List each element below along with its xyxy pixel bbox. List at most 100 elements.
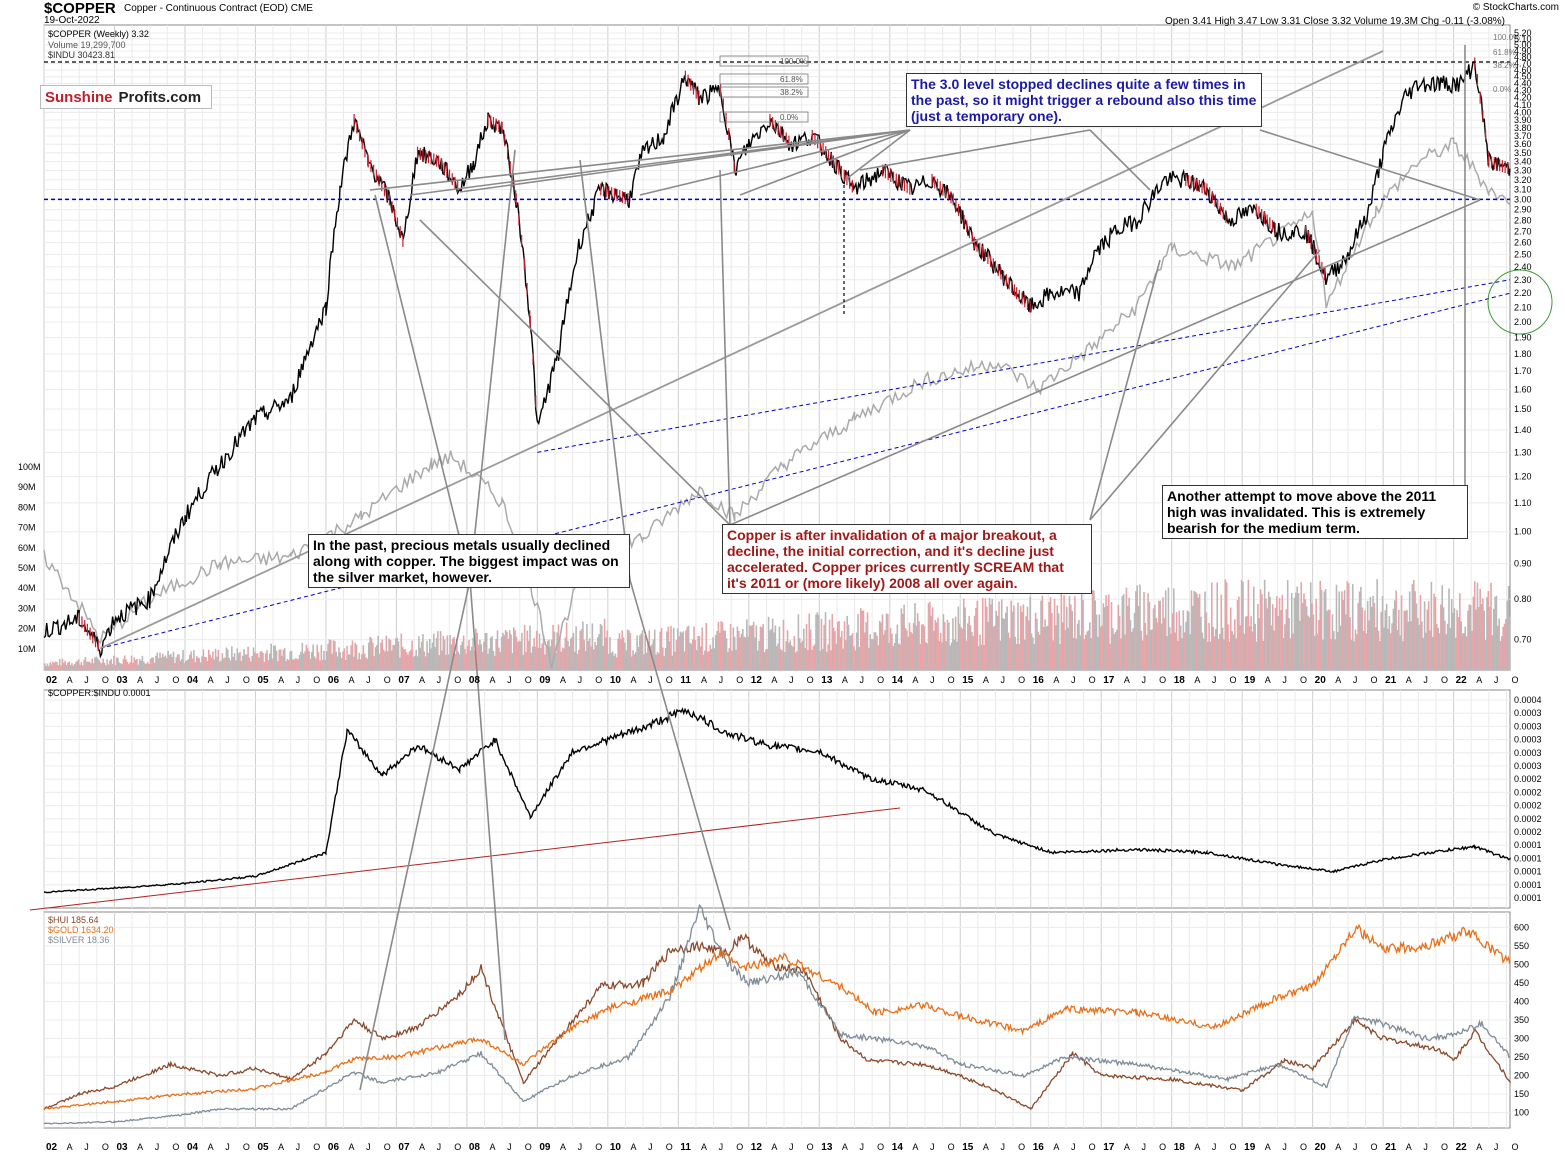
volume-bar	[1304, 599, 1307, 670]
volume-bar	[1166, 636, 1168, 670]
volume-tick-label: 90M	[18, 482, 36, 492]
volume-bar	[1133, 612, 1136, 670]
x-tick-label: 15	[962, 1142, 974, 1153]
volume-bar	[820, 618, 823, 670]
volume-bar	[1350, 640, 1353, 670]
price-tick-label: 2.80	[1514, 215, 1532, 225]
target-circle	[1487, 269, 1553, 335]
price-tick-label: 1.30	[1514, 447, 1532, 457]
volume-bar	[1101, 625, 1103, 670]
volume-bar	[392, 644, 394, 670]
x-tick-label: A	[842, 1142, 848, 1152]
volume-bar	[502, 632, 504, 670]
volume-bar	[618, 633, 621, 670]
volume-bar	[412, 656, 415, 670]
volume-bar	[378, 653, 381, 670]
volume-bar	[1328, 609, 1331, 670]
volume-bar	[956, 641, 958, 670]
volume-bar	[46, 663, 49, 670]
volume-bar	[1366, 601, 1369, 670]
pointer-line	[459, 129, 911, 193]
x-tick-label: O	[313, 1142, 320, 1152]
x-tick-label: J	[1282, 1142, 1287, 1152]
volume-bar	[263, 661, 266, 670]
volume-bar	[542, 635, 545, 670]
volume-bar	[1445, 634, 1448, 670]
volume-bar	[540, 647, 542, 670]
volume-bar	[1177, 640, 1179, 670]
volume-bar	[1227, 624, 1229, 670]
volume-bar	[75, 661, 77, 670]
volume-bar	[1074, 596, 1076, 670]
volume-bar	[943, 622, 946, 670]
volume-bar	[716, 630, 718, 670]
price-tick-label: 2.30	[1514, 275, 1532, 285]
ratio-tick-label: 0.0002	[1514, 774, 1542, 784]
x-tick-label: J	[155, 1142, 160, 1152]
volume-bar	[117, 657, 119, 670]
volume-bar	[282, 649, 285, 670]
volume-bar	[1354, 629, 1357, 670]
x-tick-label: 08	[469, 675, 481, 686]
volume-bar	[640, 633, 642, 670]
volume-bar	[1168, 627, 1171, 670]
volume-bar	[1093, 590, 1095, 670]
volume-bar	[309, 658, 312, 670]
volume-bar	[1019, 606, 1022, 670]
volume-bar	[1197, 597, 1200, 670]
volume-bar	[236, 648, 239, 670]
volume-bar	[1056, 605, 1059, 670]
volume-bar	[1373, 603, 1376, 670]
volume-bar	[1486, 597, 1488, 670]
price-tick-label: 3.00	[1514, 194, 1532, 204]
volume-bar	[264, 653, 267, 670]
volume-bar	[1480, 603, 1483, 670]
volume-bar	[140, 660, 142, 670]
volume-bar	[77, 659, 80, 670]
volume-bar	[666, 631, 668, 670]
x-tick-label: A	[1053, 675, 1059, 685]
volume-bar	[1433, 593, 1435, 670]
volume-bar	[481, 651, 484, 670]
volume-bar	[953, 639, 956, 670]
volume-bar	[232, 656, 235, 670]
volume-bar	[1307, 615, 1309, 670]
volume-bar	[845, 640, 847, 670]
volume-bar	[332, 640, 335, 670]
volume-bar	[168, 655, 171, 670]
volume-bar	[1253, 586, 1255, 670]
ratio-tick-label: 0.0003	[1514, 721, 1542, 731]
volume-bar	[1277, 615, 1280, 670]
price-tick-label: 3.30	[1514, 166, 1532, 176]
volume-bar	[161, 653, 164, 670]
ratio-tick-label: 0.0001	[1514, 840, 1542, 850]
volume-bar	[449, 635, 451, 670]
volume-bar	[1414, 591, 1416, 670]
volume-tick-label: 10M	[18, 644, 36, 654]
volume-bar	[919, 643, 922, 670]
volume-bar	[609, 637, 611, 670]
volume-bar	[209, 654, 211, 670]
volume-bar	[567, 640, 569, 670]
volume-bar	[1292, 633, 1294, 670]
volume-bar	[358, 652, 361, 670]
volume-bar	[293, 659, 295, 670]
volume-bar	[1068, 595, 1071, 670]
volume-bar	[1022, 604, 1025, 670]
price-tick-label: 0.80	[1514, 594, 1532, 604]
x-tick-label: J	[155, 675, 160, 685]
x-tick-label: 05	[257, 675, 269, 686]
volume-bar	[1479, 588, 1481, 670]
volume-bar	[325, 651, 328, 670]
volume-bar	[1206, 641, 1209, 670]
x-tick-label: O	[102, 1142, 109, 1152]
volume-bar	[901, 613, 904, 670]
volume-bar	[285, 661, 287, 670]
volume-bar	[621, 630, 624, 670]
volume-bar	[817, 615, 820, 670]
volume-bar	[254, 652, 256, 670]
x-tick-label: 11	[680, 675, 691, 686]
volume-bar	[522, 654, 525, 670]
volume-bar	[152, 657, 155, 670]
volume-bar	[1473, 581, 1476, 670]
